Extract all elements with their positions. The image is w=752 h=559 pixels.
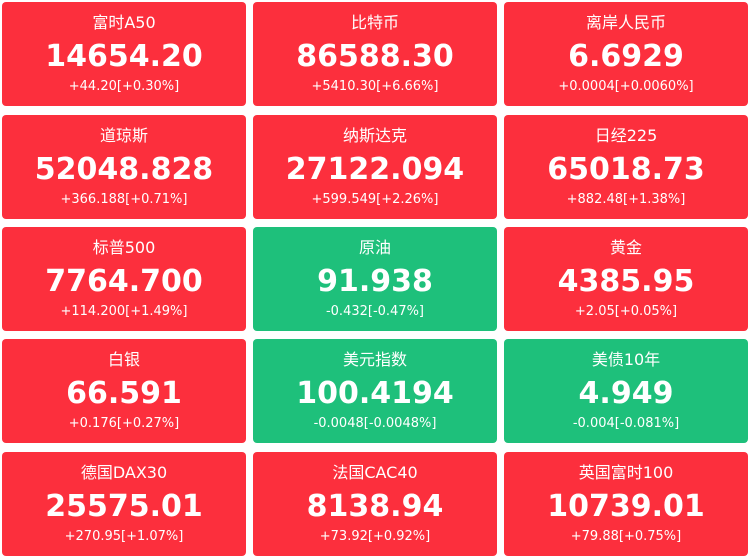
quote-price: 52048.828 [34, 152, 214, 187]
quote-price: 4.949 [578, 376, 674, 411]
quote-change: +270.95[+1.07%] [64, 529, 184, 544]
quote-tile[interactable]: 离岸人民币 6.6929 +0.0004[+0.0060%] [504, 2, 748, 106]
quote-name: 美元指数 [342, 350, 407, 369]
quote-change: +73.92[+0.92%] [319, 529, 431, 544]
quote-tile[interactable]: 富时A50 14654.20 +44.20[+0.30%] [2, 2, 246, 106]
quote-tile[interactable]: 日经225 65018.73 +882.48[+1.38%] [504, 115, 748, 219]
quote-tile[interactable]: 标普500 7764.700 +114.200[+1.49%] [2, 227, 246, 331]
quote-change: +0.0004[+0.0060%] [558, 79, 694, 94]
quote-tile[interactable]: 白银 66.591 +0.176[+0.27%] [2, 339, 246, 443]
quote-price: 91.938 [317, 264, 433, 299]
quote-name: 黄金 [609, 238, 642, 257]
quote-price: 86588.30 [296, 39, 454, 74]
quote-name: 富时A50 [92, 13, 156, 32]
quote-tile[interactable]: 美债10年 4.949 -0.004[-0.081%] [504, 339, 748, 443]
quote-price: 100.4194 [296, 376, 454, 411]
quote-name: 纳斯达克 [342, 126, 407, 145]
quote-price: 10739.01 [547, 489, 705, 524]
quote-change: +0.176[+0.27%] [68, 416, 180, 431]
quote-name: 白银 [107, 350, 140, 369]
quote-change: -0.004[-0.081%] [572, 416, 680, 431]
quote-tile[interactable]: 比特币 86588.30 +5410.30[+6.66%] [253, 2, 497, 106]
quote-change: +79.88[+0.75%] [570, 529, 682, 544]
quote-name: 法国CAC40 [332, 463, 418, 482]
quote-name: 标普500 [92, 238, 156, 257]
quote-price: 8138.94 [306, 489, 444, 524]
quote-tile[interactable]: 美元指数 100.4194 -0.0048[-0.0048%] [253, 339, 497, 443]
quote-price: 6.6929 [568, 39, 684, 74]
quote-tile[interactable]: 纳斯达克 27122.094 +599.549[+2.26%] [253, 115, 497, 219]
quote-tile[interactable]: 德国DAX30 25575.01 +270.95[+1.07%] [2, 452, 246, 556]
quote-name: 美债10年 [591, 350, 661, 369]
quote-change: +2.05[+0.05%] [574, 304, 678, 319]
quote-change: +599.549[+2.26%] [311, 192, 439, 207]
quote-price: 25575.01 [45, 489, 203, 524]
quote-tile[interactable]: 原油 91.938 -0.432[-0.47%] [253, 227, 497, 331]
quote-change: +882.48[+1.38%] [566, 192, 686, 207]
quote-name: 原油 [358, 238, 391, 257]
quote-name: 离岸人民币 [585, 13, 666, 32]
quote-price: 27122.094 [285, 152, 465, 187]
quote-tile[interactable]: 法国CAC40 8138.94 +73.92[+0.92%] [253, 452, 497, 556]
quote-price: 14654.20 [45, 39, 203, 74]
quote-name: 英国富时100 [578, 463, 674, 482]
quote-name: 比特币 [350, 13, 399, 32]
quote-change: +366.188[+0.71%] [60, 192, 188, 207]
quote-change: +114.200[+1.49%] [60, 304, 188, 319]
quote-name: 德国DAX30 [80, 463, 168, 482]
quote-price: 7764.700 [45, 264, 203, 299]
quote-price: 65018.73 [547, 152, 705, 187]
quote-tile[interactable]: 英国富时100 10739.01 +79.88[+0.75%] [504, 452, 748, 556]
quote-change: -0.0048[-0.0048%] [313, 416, 437, 431]
quote-price: 4385.95 [557, 264, 695, 299]
quote-change: -0.432[-0.47%] [325, 304, 425, 319]
quote-price: 66.591 [66, 376, 182, 411]
quote-tile[interactable]: 黄金 4385.95 +2.05[+0.05%] [504, 227, 748, 331]
quote-change: +5410.30[+6.66%] [311, 79, 439, 94]
quote-tile[interactable]: 道琼斯 52048.828 +366.188[+0.71%] [2, 115, 246, 219]
quote-change: +44.20[+0.30%] [68, 79, 180, 94]
quote-name: 日经225 [594, 126, 658, 145]
quote-name: 道琼斯 [99, 126, 148, 145]
